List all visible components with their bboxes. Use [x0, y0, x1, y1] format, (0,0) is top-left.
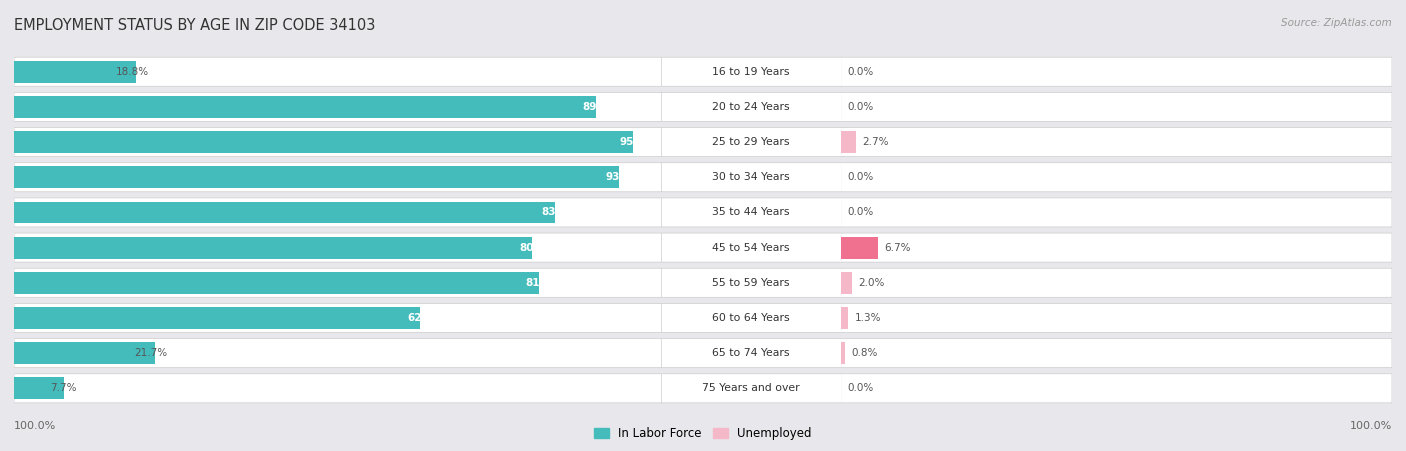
- Text: 7.7%: 7.7%: [51, 383, 77, 393]
- FancyBboxPatch shape: [14, 163, 662, 192]
- Bar: [14, 272, 538, 294]
- Text: 2.0%: 2.0%: [859, 278, 884, 288]
- Text: 20 to 24 Years: 20 to 24 Years: [713, 102, 790, 112]
- FancyBboxPatch shape: [661, 233, 842, 262]
- Bar: [841, 131, 856, 153]
- Text: 89.8%: 89.8%: [582, 102, 619, 112]
- Text: 0.0%: 0.0%: [848, 207, 873, 217]
- Text: 0.0%: 0.0%: [848, 383, 873, 393]
- Bar: [841, 237, 877, 258]
- Bar: [14, 342, 155, 364]
- Text: 21.7%: 21.7%: [135, 348, 167, 358]
- FancyBboxPatch shape: [14, 339, 662, 368]
- FancyBboxPatch shape: [841, 57, 1392, 86]
- FancyBboxPatch shape: [841, 92, 1392, 121]
- Text: 35 to 44 Years: 35 to 44 Years: [713, 207, 790, 217]
- Text: 0.0%: 0.0%: [848, 172, 873, 182]
- FancyBboxPatch shape: [14, 92, 662, 121]
- Bar: [841, 272, 852, 294]
- FancyBboxPatch shape: [661, 268, 842, 297]
- Bar: [841, 307, 848, 329]
- FancyBboxPatch shape: [661, 163, 842, 192]
- FancyBboxPatch shape: [14, 233, 662, 262]
- FancyBboxPatch shape: [661, 57, 842, 86]
- Text: 81.0%: 81.0%: [526, 278, 562, 288]
- Bar: [14, 377, 63, 399]
- FancyBboxPatch shape: [14, 304, 662, 332]
- FancyBboxPatch shape: [14, 268, 662, 297]
- Text: 100.0%: 100.0%: [14, 421, 56, 431]
- Text: 0.0%: 0.0%: [848, 67, 873, 77]
- FancyBboxPatch shape: [841, 233, 1392, 262]
- Bar: [14, 166, 619, 188]
- FancyBboxPatch shape: [14, 198, 662, 227]
- Text: 30 to 34 Years: 30 to 34 Years: [713, 172, 790, 182]
- FancyBboxPatch shape: [661, 92, 842, 121]
- Bar: [14, 307, 420, 329]
- Text: Source: ZipAtlas.com: Source: ZipAtlas.com: [1281, 18, 1392, 28]
- Legend: In Labor Force, Unemployed: In Labor Force, Unemployed: [589, 423, 817, 445]
- Bar: [841, 342, 845, 364]
- Text: 2.7%: 2.7%: [862, 137, 889, 147]
- Text: 45 to 54 Years: 45 to 54 Years: [713, 243, 790, 253]
- Text: 0.8%: 0.8%: [852, 348, 879, 358]
- Text: 55 to 59 Years: 55 to 59 Years: [713, 278, 790, 288]
- FancyBboxPatch shape: [14, 374, 662, 403]
- FancyBboxPatch shape: [661, 339, 842, 368]
- FancyBboxPatch shape: [841, 163, 1392, 192]
- Text: 80.0%: 80.0%: [519, 243, 555, 253]
- Text: 16 to 19 Years: 16 to 19 Years: [713, 67, 790, 77]
- Bar: [14, 131, 633, 153]
- Bar: [14, 96, 596, 118]
- FancyBboxPatch shape: [841, 268, 1392, 297]
- Text: 1.3%: 1.3%: [855, 313, 882, 323]
- FancyBboxPatch shape: [661, 304, 842, 332]
- Text: 65 to 74 Years: 65 to 74 Years: [713, 348, 790, 358]
- Text: 95.5%: 95.5%: [620, 137, 655, 147]
- Text: 0.0%: 0.0%: [848, 102, 873, 112]
- FancyBboxPatch shape: [841, 339, 1392, 368]
- Text: 18.8%: 18.8%: [115, 67, 149, 77]
- FancyBboxPatch shape: [661, 198, 842, 227]
- FancyBboxPatch shape: [841, 374, 1392, 403]
- FancyBboxPatch shape: [841, 128, 1392, 156]
- Text: 100.0%: 100.0%: [1350, 421, 1392, 431]
- Text: 93.4%: 93.4%: [606, 172, 643, 182]
- FancyBboxPatch shape: [14, 128, 662, 156]
- FancyBboxPatch shape: [14, 57, 662, 86]
- Text: 6.7%: 6.7%: [884, 243, 911, 253]
- Text: 25 to 29 Years: 25 to 29 Years: [713, 137, 790, 147]
- Text: 62.7%: 62.7%: [408, 313, 443, 323]
- Text: 75 Years and over: 75 Years and over: [703, 383, 800, 393]
- FancyBboxPatch shape: [661, 374, 842, 403]
- Text: EMPLOYMENT STATUS BY AGE IN ZIP CODE 34103: EMPLOYMENT STATUS BY AGE IN ZIP CODE 341…: [14, 18, 375, 33]
- Bar: [14, 237, 531, 258]
- Text: 60 to 64 Years: 60 to 64 Years: [713, 313, 790, 323]
- Bar: [14, 61, 136, 83]
- FancyBboxPatch shape: [841, 304, 1392, 332]
- FancyBboxPatch shape: [841, 198, 1392, 227]
- Text: 83.5%: 83.5%: [541, 207, 578, 217]
- Bar: [14, 202, 555, 223]
- FancyBboxPatch shape: [661, 128, 842, 156]
